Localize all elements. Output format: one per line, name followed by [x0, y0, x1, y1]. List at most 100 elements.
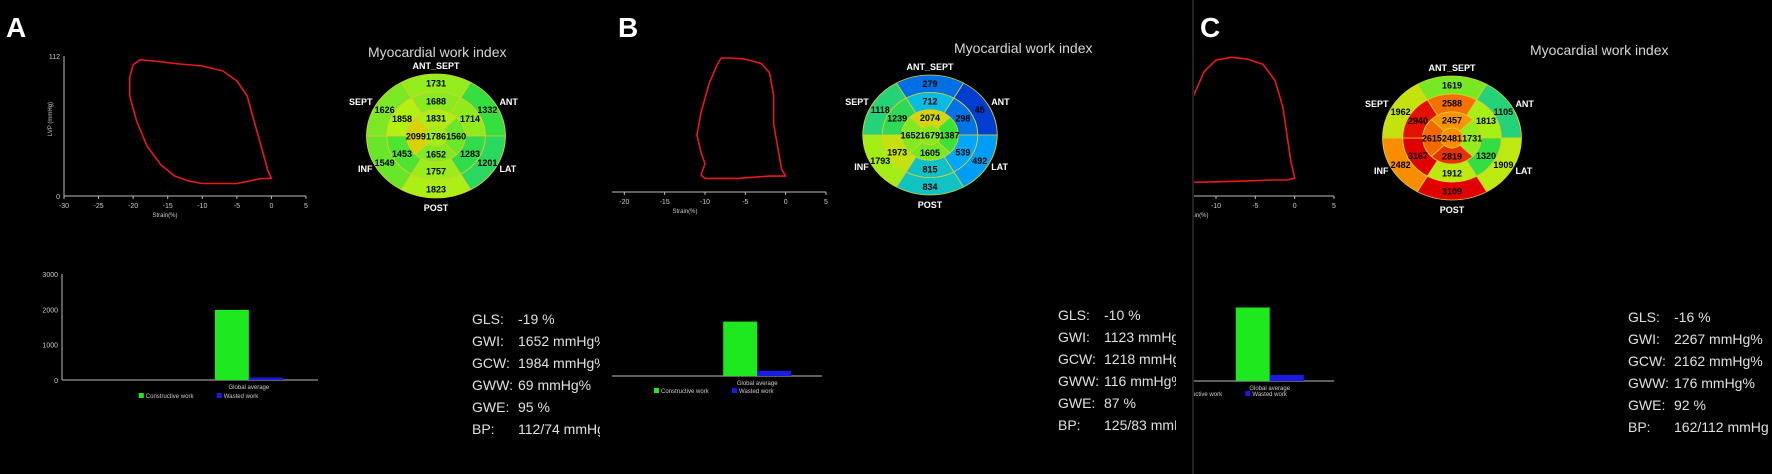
bar-wasted-work — [248, 377, 283, 380]
stat-gls: GLS: -19 % — [472, 311, 555, 327]
bar-constructive-work — [214, 309, 249, 380]
label-inf: INF — [1374, 166, 1389, 176]
stat-gls: GLS: -10 % — [1058, 307, 1141, 323]
mwi-title: Myocardial work index — [954, 40, 1093, 56]
value-apical-1: 1387 — [939, 131, 959, 141]
x-tick-label: -20 — [128, 203, 138, 210]
work-bar-chart: 01000200030004000Global averageConstruct… — [1194, 307, 1334, 398]
stat-gww: GWW: 69 mmHg% — [472, 377, 592, 393]
value-mid-4: 1973 — [887, 147, 907, 157]
value-basal-1: 1105 — [1494, 107, 1514, 117]
legend-label: Constructive work — [146, 394, 195, 400]
x-tick-label: -10 — [1211, 203, 1221, 210]
legend-swatch — [1245, 391, 1251, 396]
value-apical-1: 1560 — [446, 132, 466, 142]
mwi-title: Myocardial work index — [368, 44, 507, 60]
panel-a: A Myocardial work index -30 -25 -20 -15 -10-… — [0, 0, 608, 474]
panel-label: B — [618, 12, 639, 43]
stat-gwi: GWI: 1652 mmHg% — [472, 333, 600, 349]
panel-graphics: -25-20-15-10-5050162Strain(%)LVP (mmHg)1… — [1194, 56, 1534, 398]
stat-bp: BP:125/83 mmHg — [1058, 417, 1176, 433]
bullseye-segments — [1382, 75, 1522, 201]
panel-label: C — [1200, 12, 1221, 43]
category-label: Global average — [737, 381, 778, 387]
stat-gls: GLS: -16 % — [1628, 309, 1711, 325]
legend-swatch — [216, 393, 222, 398]
pv-loop-line — [128, 59, 273, 185]
label-lat: LAT — [1515, 166, 1532, 176]
value-mid-5: 2940 — [1408, 116, 1428, 126]
pv-loop-line — [696, 57, 787, 180]
bullseye-plot: 1619 1105 1909 3109 2482 1962 2588 1813 1320 1912… — [1365, 63, 1534, 215]
x-tick-label: 5 — [824, 199, 828, 206]
stat-bp: BP: 162/112 mmHg — [1628, 419, 1768, 435]
x-axis-label: Strain(%) — [152, 213, 177, 219]
y-tick-label: 3000 — [42, 272, 58, 279]
value-mid-4: 1453 — [392, 149, 412, 159]
stat-gww: GWW: 116 mmHg% — [1058, 373, 1176, 389]
value-apical-3: 2615 — [1422, 134, 1442, 144]
stat-gww: GWW: 176 mmHg% — [1628, 375, 1755, 391]
value-basal-1: 1332 — [477, 105, 497, 115]
legend-label: Wasted work — [224, 394, 259, 400]
value-basal-5: 1962 — [1391, 107, 1411, 117]
label-lat: LAT — [499, 164, 516, 174]
value-basal-2: 492 — [972, 156, 987, 166]
legend-swatch — [138, 393, 144, 398]
value-apex: 1786 — [426, 132, 446, 142]
x-tick-label: -5 — [234, 203, 240, 210]
x-tick-label: 5 — [304, 203, 308, 210]
stat-gwe: GWE: 95 % — [472, 399, 550, 415]
label-sept: SEPT — [349, 97, 373, 107]
label-ant: ANT — [991, 97, 1010, 107]
stat-gwe: GWE: 92 % — [1628, 397, 1706, 413]
bar-constructive-work — [723, 321, 758, 376]
legend-label: Wasted work — [739, 389, 774, 395]
stats-block: GLS: -16 % GWI: 2267 mmHg% GCW: 2162 mmHg% … — [1628, 306, 1768, 438]
label-ant: ANT — [1515, 99, 1534, 109]
value-basal-0: 1731 — [426, 78, 446, 88]
value-mid-5: 1239 — [887, 114, 907, 124]
label-ant: ANT — [499, 97, 518, 107]
y-tick-label: 0 — [56, 194, 60, 201]
label-sept: SEPT — [1365, 99, 1389, 109]
label-ant-sept: ANT_SEPT — [906, 62, 954, 72]
y-tick-label: 0 — [54, 378, 58, 385]
value-basal-3: 1823 — [426, 185, 446, 195]
value-basal-5: 1626 — [375, 105, 395, 115]
value-apical-2: 2819 — [1442, 151, 1462, 161]
x-tick-label: -15 — [163, 203, 173, 210]
value-basal-3: 3109 — [1442, 187, 1462, 197]
value-mid-1: 298 — [955, 114, 970, 124]
value-apical-3: 1652 — [900, 131, 920, 141]
value-apex: 1679 — [920, 131, 940, 141]
x-tick-label: 5 — [1332, 203, 1336, 210]
panel-graphics: -25-20-15-10-5050125Strain(%)LVP (mmHg)2… — [612, 57, 1010, 395]
stats-block: GLS:-10 % GWI:1123 mmHg% GCW:1218 mmHg% … — [1058, 304, 1176, 436]
value-apical-2: 1605 — [920, 148, 940, 158]
value-basal-2: 1909 — [1493, 160, 1513, 170]
bar-wasted-work — [1269, 375, 1304, 381]
value-apical-2: 1652 — [426, 149, 446, 159]
x-tick-label: -10 — [197, 203, 207, 210]
value-basal-0: 279 — [922, 79, 937, 89]
label-post: POST — [918, 200, 943, 210]
legend-label: Constructive work — [1194, 392, 1223, 398]
y-tick-label: 112 — [49, 54, 60, 61]
value-apical-0: 2457 — [1442, 116, 1462, 126]
stats-block: GLS: -19 % GWI: 1652 mmHg% GCW: 1984 mmHg% … — [472, 308, 600, 440]
x-tick-label: -5 — [742, 199, 748, 206]
y-tick-label: 1000 — [42, 343, 58, 350]
value-apical-1: 1731 — [1462, 134, 1482, 144]
legend-label: Wasted work — [1252, 392, 1287, 398]
legend-swatch — [654, 388, 659, 393]
value-mid-1: 1813 — [1476, 116, 1496, 126]
value-mid-0: 2588 — [1442, 98, 1462, 108]
value-mid-1: 1714 — [460, 114, 480, 124]
bullseye-plot: 279 45 492 834 1793 1118 712 298 539 815 1973 1239 2… — [845, 62, 1010, 210]
value-mid-2: 1320 — [1476, 151, 1496, 161]
pv-loop-chart: -30 -25 -20 -15 -10 -5 0 5 0 112 Strain(%) LVP (mmH… — [48, 54, 308, 219]
legend-swatch — [732, 388, 737, 393]
stat-gcw: GCW:1218 mmHg% — [1058, 351, 1176, 367]
mwi-title: Myocardial work index — [1530, 42, 1669, 58]
